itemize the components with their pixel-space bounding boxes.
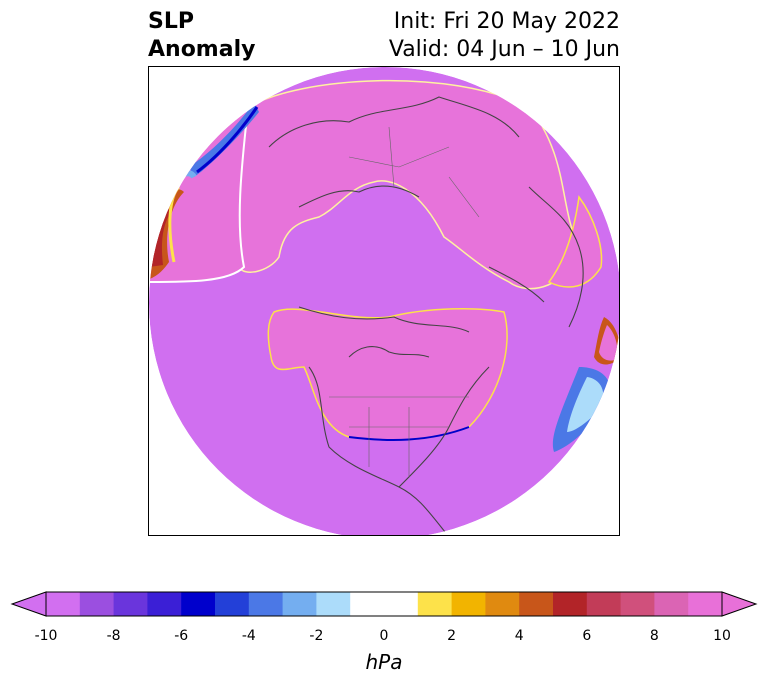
colorbar-bin [620, 592, 655, 616]
colorbar-bin [282, 592, 317, 616]
valid-range: Valid: 04 Jun – 10 Jun [388, 37, 620, 62]
positive-anomaly-region-east [547, 195, 603, 288]
colorbar [10, 591, 758, 617]
colorbar-tick-label: 0 [379, 628, 389, 644]
colorbar-bin [586, 592, 622, 616]
forecast-dates: Init: Fri 20 May 2022 Valid: 04 Jun – 10… [389, 8, 620, 64]
colorbar-tick-label: 6 [582, 628, 592, 644]
colorbar-bin [147, 592, 182, 616]
title-line-1: SLP [148, 9, 194, 34]
colorbar-over-extension [721, 591, 758, 617]
colorbar-tick-label: 8 [649, 628, 659, 644]
map-panel [148, 66, 620, 536]
colorbar-bin [485, 592, 520, 616]
polar-map [149, 67, 619, 535]
colorbar-bin [113, 592, 148, 616]
cold-band-northwest [189, 102, 259, 177]
colorbar-bin [451, 592, 486, 616]
colorbar-tick-label: -8 [106, 628, 121, 644]
borders [329, 126, 480, 477]
colorbar-bin [688, 592, 723, 616]
colorbar-bin [215, 592, 250, 616]
colorbar-bin [79, 592, 115, 616]
colorbar-tick-label: 10 [713, 628, 731, 644]
colorbar-tick-label: -10 [34, 628, 58, 644]
colorbar-bin [417, 592, 453, 616]
colorbar-bin [316, 592, 351, 616]
colorbar-tick-label: -2 [309, 628, 324, 644]
colorbar-tick-label: -4 [241, 628, 256, 644]
colorbar-bin [350, 592, 385, 616]
colorbar-border [45, 591, 723, 617]
colorbar-tick-label: 2 [447, 628, 457, 644]
colorbar-bin [519, 592, 554, 616]
colorbar-units-label: hPa [365, 650, 403, 674]
colorbar-bin [553, 592, 588, 616]
colorbar-bin [46, 592, 81, 616]
colorbar-bin [384, 592, 419, 616]
chart-title: SLP Anomaly [148, 8, 255, 64]
colorbar-tick-label: -6 [174, 628, 189, 644]
colorbar-bin [181, 592, 216, 616]
coastlines [268, 96, 584, 535]
colorbar-bin [248, 592, 284, 616]
colorbar-under-extension [10, 591, 47, 617]
title-line-2: Anomaly [148, 37, 256, 62]
colorbar-bin [654, 592, 689, 616]
init-date: Init: Fri 20 May 2022 [393, 9, 620, 34]
colorbar-tick-label: 4 [514, 628, 524, 644]
